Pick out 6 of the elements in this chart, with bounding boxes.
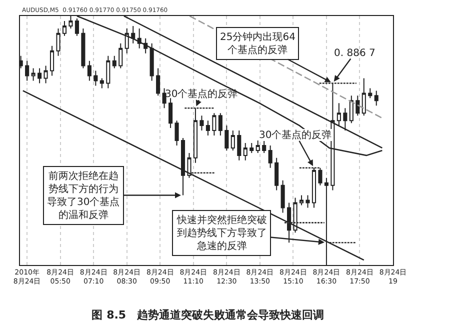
annotation: 前两次拒绝在趋势线下方的行为导致了30个基点的温和反弹 <box>47 170 120 221</box>
annotation: 0. 886 7 <box>334 48 376 59</box>
annotation: 快速并突然拒绝突破到趋势线下方导致了急速的反弹 <box>176 214 267 252</box>
annotation: 30个基点的反弹 <box>259 129 332 141</box>
annotation: 25分钟内出现64个基点的反弹 <box>220 31 296 56</box>
text: 图 8.5 趋势通道突破失败通常会导致快速回调 <box>92 308 324 322</box>
